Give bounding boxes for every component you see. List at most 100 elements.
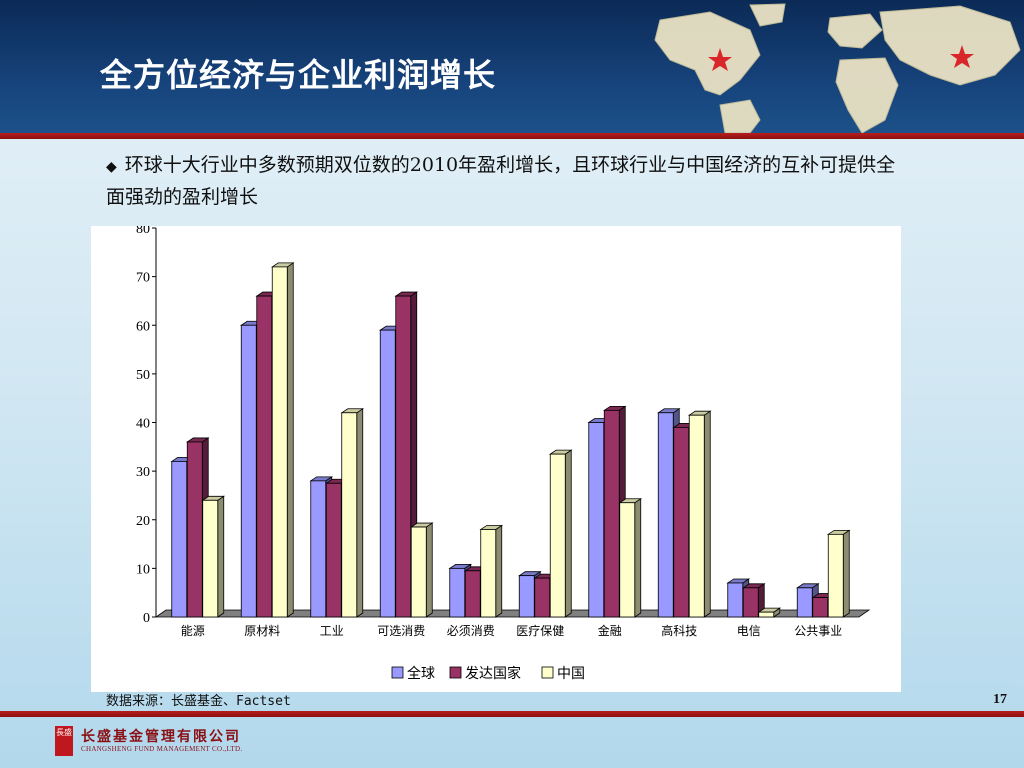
bullet-point: ◆ 环球十大行业中多数预期双位数的2010年盈利增长，且环球行业与中国经济的互补可… [106, 150, 906, 212]
y-tick-label: 0 [143, 611, 150, 626]
africa-shape [835, 57, 899, 133]
legend-label: 中国 [557, 666, 585, 682]
data-source-note: 数据来源：长盛基金、Factset [106, 694, 291, 709]
bar-front [271, 266, 288, 618]
bar-front [464, 570, 481, 618]
legend-item: 全球 [391, 665, 435, 682]
legend-label: 发达国家 [465, 665, 521, 682]
chart-panel: 0 10 20 30 40 50 60 70 80 能源 原材料 工业 可选消费 必须消费 医疗保健 金融 高科… [91, 226, 901, 692]
bullet-point-text: 环球十大行业中多数预期双位数的2010年盈利增长，且环球行业与中国经济的互补可提… [106, 154, 896, 208]
bar-side [286, 262, 294, 618]
star-icon [708, 48, 732, 71]
bar-side [703, 410, 711, 618]
x-tick-label: 医疗保健 [516, 624, 564, 638]
bar [548, 449, 573, 618]
legend-item: 中国 [541, 666, 585, 682]
bar-front [549, 453, 566, 618]
logo-company-name: 长盛基金管理有限公司 [81, 729, 241, 745]
y-tick-label: 40 [136, 417, 150, 432]
star-markers [708, 45, 974, 71]
x-tick-label: 原材料 [244, 624, 280, 638]
y-tick-label: 10 [136, 562, 150, 577]
bar [741, 583, 766, 618]
x-tick-label: 能源 [181, 624, 205, 638]
bar-side [564, 449, 572, 618]
y-tick-label: 80 [136, 226, 150, 237]
bar-side [356, 408, 364, 618]
bar-front [480, 529, 497, 618]
y-tick-label: 30 [136, 465, 150, 480]
legend-item: 发达国家 [449, 665, 521, 682]
bar-side [425, 522, 433, 618]
bar-front [341, 412, 358, 618]
bar-front [588, 422, 605, 618]
asia-shape [879, 5, 1021, 86]
bar [270, 262, 295, 618]
x-tick-label: 电信 [737, 624, 761, 638]
legend-swatch [391, 666, 404, 679]
landmass-shapes [654, 3, 1021, 133]
bar-side [634, 497, 642, 618]
bar-front [727, 582, 744, 618]
header-divider [0, 133, 1024, 139]
bar-front [186, 441, 203, 618]
bar-front [395, 295, 412, 618]
bar-front [673, 426, 690, 618]
bar [479, 524, 504, 618]
bar [687, 410, 712, 618]
bar-side [495, 524, 503, 618]
bar [757, 607, 782, 618]
chart-legend: 全球 发达国家 中国 [391, 665, 585, 682]
x-tick-label: 公共事业 [794, 624, 842, 638]
company-logo: 長盛 长盛基金管理有限公司 CHANGSHENG FUND MANAGEMENT… [55, 724, 315, 758]
y-tick-label: 70 [136, 271, 150, 286]
diamond-bullet-icon: ◆ [106, 159, 117, 175]
bar-side [217, 495, 225, 618]
bar-front [827, 533, 844, 618]
bar [201, 495, 226, 618]
bar [340, 408, 365, 618]
bar [409, 522, 434, 618]
y-tick-label: 20 [136, 514, 150, 529]
bar-front [240, 324, 257, 618]
bar-front [603, 409, 620, 618]
bar-front [619, 502, 636, 618]
bar-front [742, 587, 759, 618]
greenland-shape [749, 3, 786, 27]
bar-chart: 0 10 20 30 40 50 60 70 80 能源 原材料 工业 可选消费 必须消费 医疗保健 金融 高科… [136, 226, 871, 682]
bar-front [534, 577, 551, 618]
bar-front [171, 460, 188, 618]
x-tick-label: 金融 [598, 623, 622, 638]
bar-front [325, 482, 342, 618]
footer-divider [0, 711, 1024, 717]
bar [618, 497, 643, 618]
bar-front [449, 567, 466, 618]
y-tick-label: 50 [136, 368, 150, 383]
logo-seal-icon: 長盛 [55, 726, 73, 756]
bar-front [688, 414, 705, 618]
bar-front [657, 412, 674, 618]
bar-front [310, 480, 327, 618]
legend-swatch [541, 666, 554, 679]
logo-company-english-name: CHANGSHENG FUND MANAGEMENT CO.,LTD. [81, 745, 243, 753]
bar [826, 529, 851, 618]
header-banner: 全方位经济与企业利润增长 [0, 0, 1024, 133]
bar-front [202, 499, 219, 618]
x-tick-label: 工业 [320, 624, 344, 638]
bar-front [256, 295, 273, 618]
x-tick-label: 可选消费 [377, 624, 425, 638]
y-tick-label: 60 [136, 319, 150, 334]
world-map-graphic [654, 3, 1021, 133]
legend-label: 全球 [407, 665, 435, 682]
north-america-shape [654, 11, 761, 96]
bar-front [518, 575, 535, 618]
star-icon [950, 45, 974, 68]
slide-title: 全方位经济与企业利润增长 [100, 56, 497, 94]
europe-shape [827, 13, 883, 49]
x-tick-label: 高科技 [661, 623, 697, 638]
bar-side [842, 529, 850, 618]
south-america-shape [719, 99, 761, 133]
x-tick-label: 必须消费 [447, 624, 495, 638]
page-number: 17 [993, 692, 1007, 707]
legend-swatch [449, 666, 462, 679]
